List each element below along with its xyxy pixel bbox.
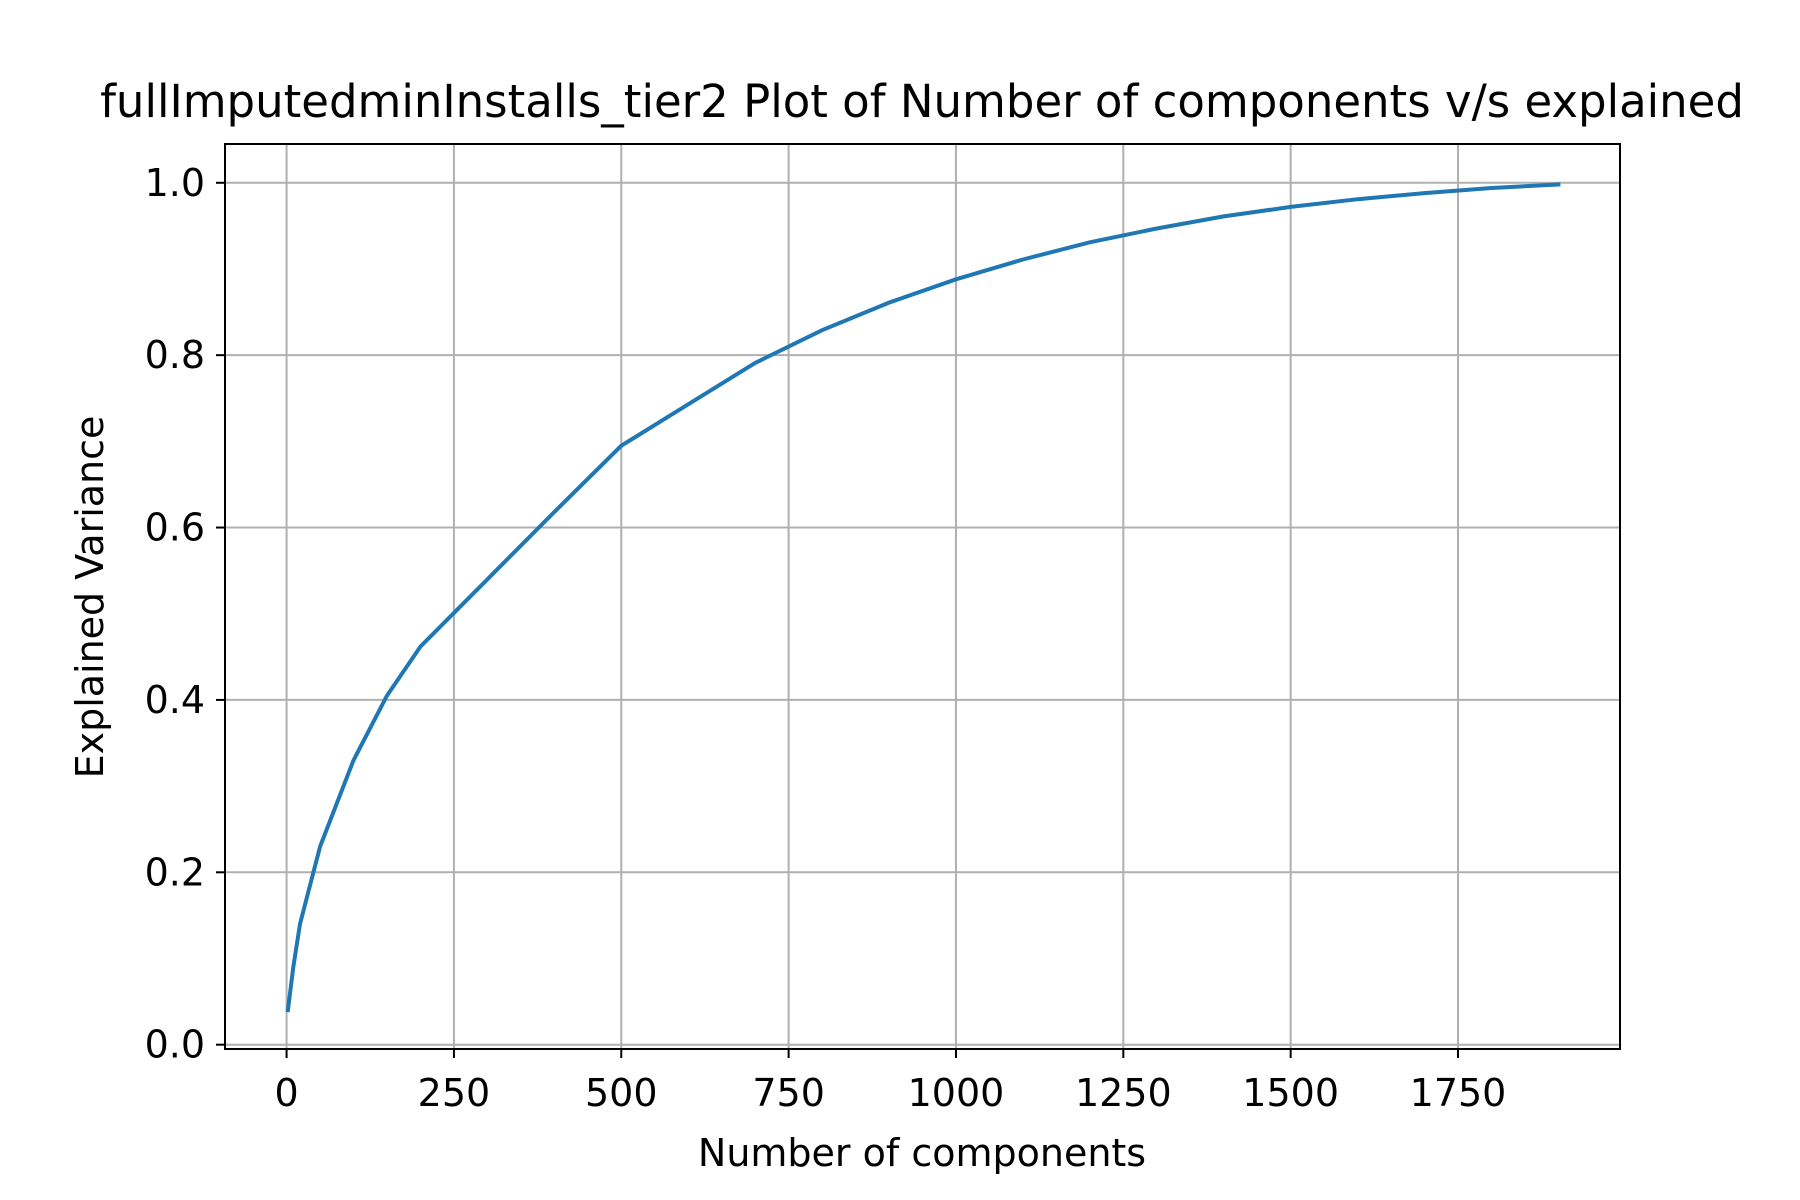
y-tick-label: 0.2 <box>145 850 205 894</box>
y-tick-label: 0.0 <box>145 1023 205 1067</box>
x-tick-label: 1250 <box>1075 1071 1172 1115</box>
x-tick-label: 0 <box>274 1071 298 1115</box>
y-tick-label: 0.4 <box>145 678 205 722</box>
x-tick-label: 500 <box>585 1071 658 1115</box>
chart-title: fullImputedminInstalls_tier2 Plot of Num… <box>100 75 1744 128</box>
y-tick-label: 0.8 <box>145 333 205 377</box>
x-tick-label: 750 <box>752 1071 825 1115</box>
grid <box>225 144 1620 1049</box>
ticks: 0 250 500 750 1000 1250 1500 1750 0.0 0.2 0.4 0.6 0.… <box>145 161 1507 1115</box>
y-axis-label: Explained Variance <box>68 416 112 779</box>
y-tick-label: 1.0 <box>145 161 205 205</box>
series-layer <box>285 182 1561 1013</box>
x-tick-label: 250 <box>418 1071 491 1115</box>
x-tick-label: 1750 <box>1410 1071 1507 1115</box>
x-tick-label: 1500 <box>1242 1071 1339 1115</box>
y-tick-label: 0.6 <box>145 506 205 550</box>
series-line <box>285 182 1561 1013</box>
plot-frame <box>224 143 1621 1050</box>
x-axis-label: Number of components <box>698 1131 1146 1175</box>
x-tick-label: 1000 <box>908 1071 1005 1115</box>
